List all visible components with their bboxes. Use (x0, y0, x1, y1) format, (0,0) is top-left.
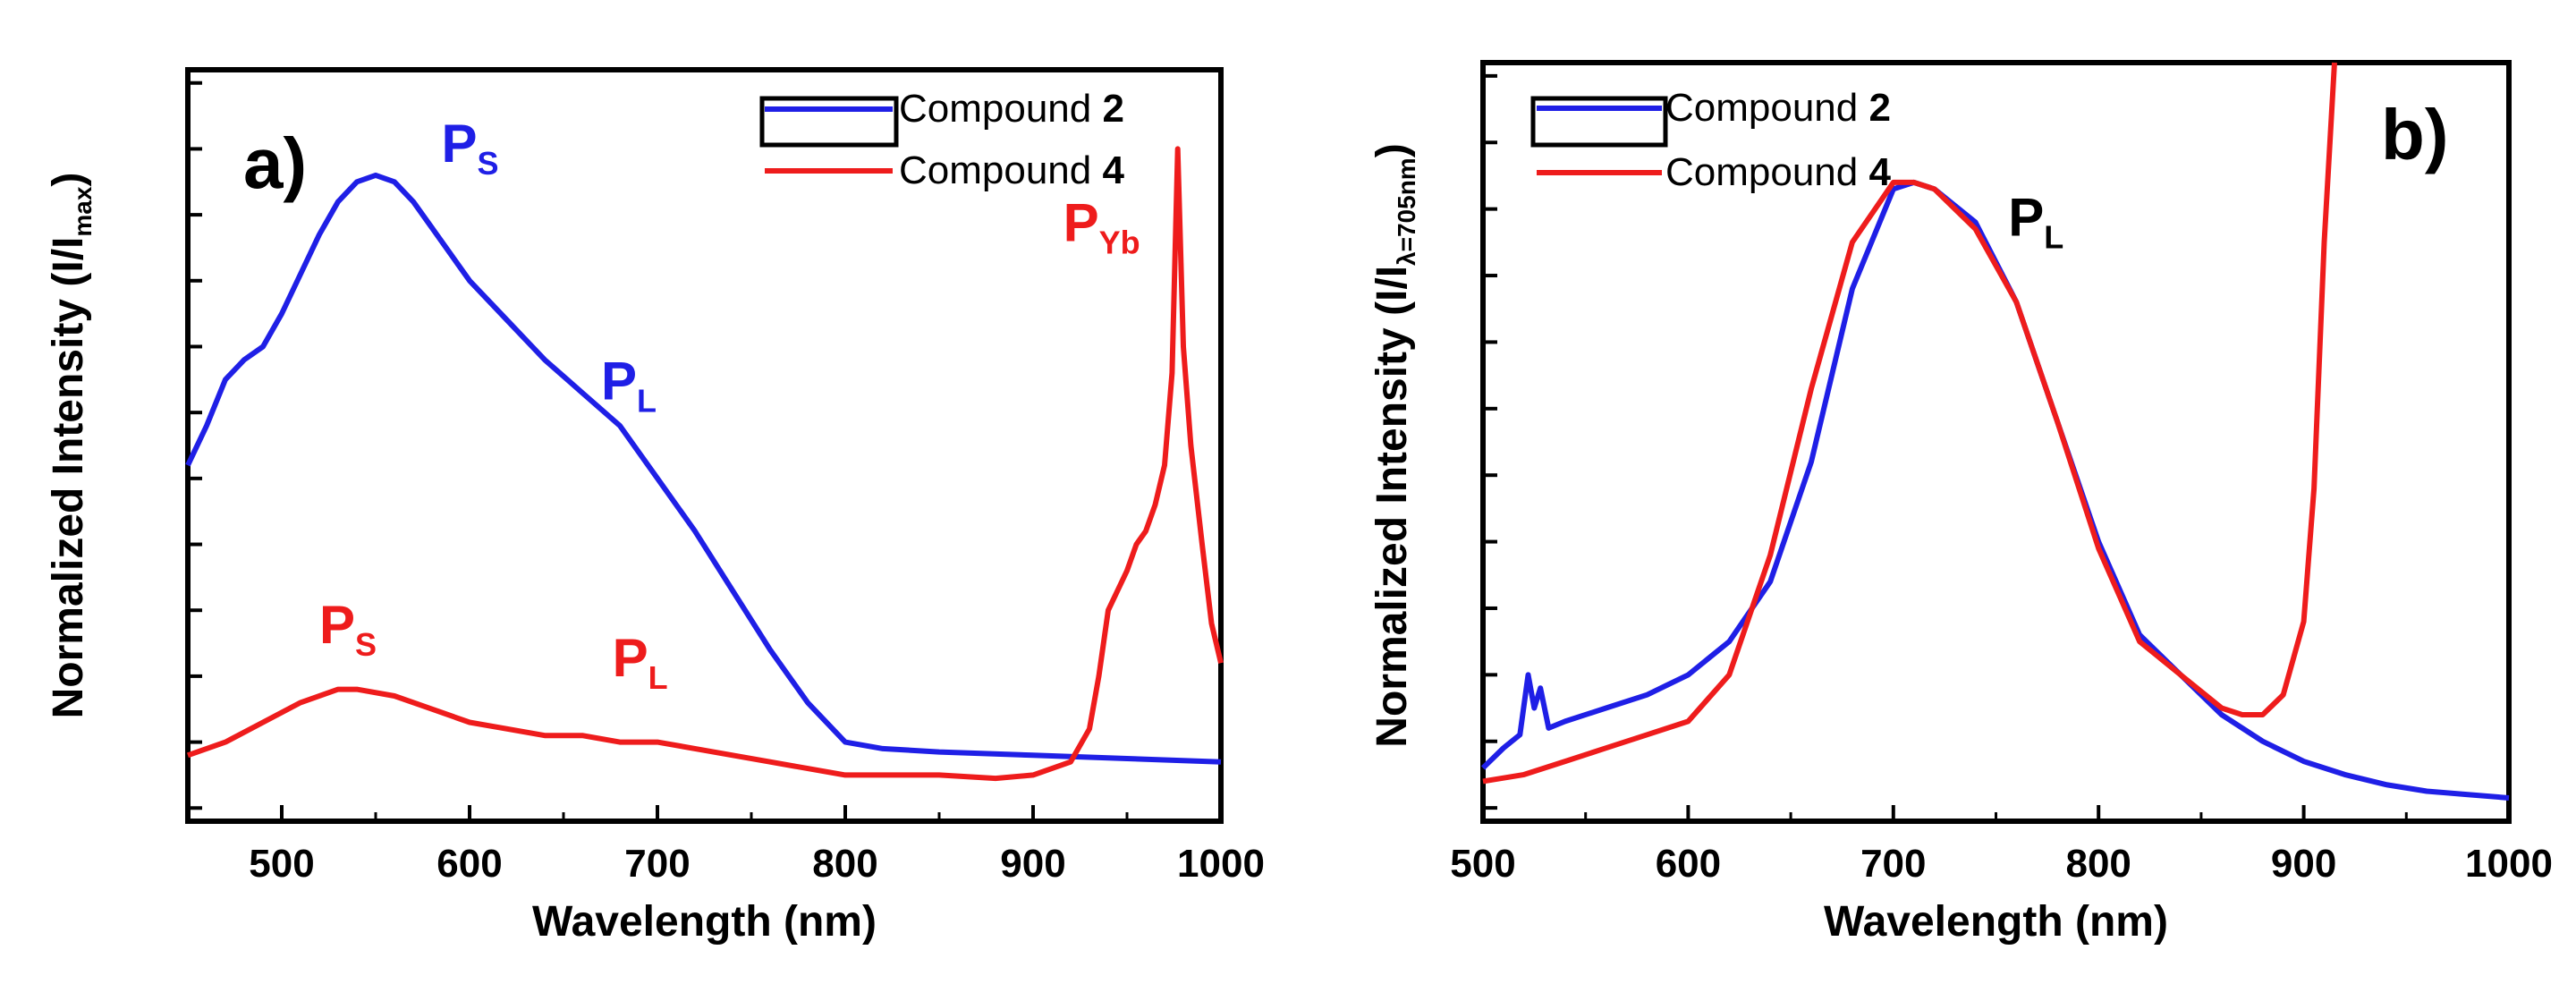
plot-frame (1480, 60, 2512, 824)
annotation-pl-black-sub: L (2044, 218, 2063, 255)
annotation-pl-blue-sub: L (637, 382, 657, 419)
x-tick-label: 600 (1656, 842, 1721, 886)
legend-swatch-box (759, 96, 899, 148)
annotation-pl-blue: PL (601, 351, 657, 419)
annotation-pyb-red-sub: Yb (1099, 225, 1140, 261)
legend-label-word: Compound (899, 87, 1102, 131)
panel-label: b) (2381, 95, 2449, 174)
series-line-compound-4 (1482, 62, 2337, 785)
y-axis-title-main: Normalized Intensity (I/I (1368, 266, 1416, 748)
x-tick-label: 500 (1450, 842, 1515, 886)
x-tick-label: 900 (2271, 842, 2336, 886)
x-axis-title: Wavelength (nm) (532, 898, 877, 946)
legend-label-number: 2 (1868, 86, 1890, 130)
annotation-ps-blue: PS (442, 114, 499, 182)
legend-label-number: 2 (1102, 87, 1123, 131)
x-axis-title: Wavelength (nm) (1824, 898, 2168, 946)
chart-panel-b: 500 600 700 800 900 1000 Wavelength (nm) Normal… (1368, 60, 2553, 946)
legend-label-number: 4 (1868, 150, 1891, 194)
x-tick-label: 800 (2065, 842, 2131, 886)
x-tick-label: 1000 (1177, 842, 1265, 886)
legend-label-word: Compound (1665, 150, 1868, 194)
y-axis-title-end: ) (45, 173, 92, 187)
annotation-pl-red: PL (613, 628, 668, 696)
legend-label-compound-4: Compound 4 (1665, 150, 1891, 194)
annotation-ps-red-sub: S (355, 626, 377, 663)
annotation-pl-blue-main: P (601, 351, 637, 411)
annotation-ps-red-main: P (319, 595, 355, 655)
annotation-pl-black: PL (2008, 187, 2063, 255)
chart-panel-a: 500 600 700 800 900 1000 Wavelength (nm) Normal… (45, 67, 1265, 946)
annotation-pl-red-sub: L (648, 659, 668, 696)
y-axis-title-sub: max (69, 186, 97, 236)
series-line-compound-2 (185, 172, 1222, 765)
legend-label-compound-2: Compound 2 (1665, 86, 1891, 130)
y-axis-title-sub: λ=705nm (1393, 157, 1420, 266)
annotation-pyb-red: PYb (1063, 193, 1140, 261)
x-tick-label: 700 (1860, 842, 1926, 886)
legend-label-compound-4: Compound 4 (899, 148, 1124, 192)
y-axis-title: Normalized Intensity (I/Iλ=705nm) (1368, 143, 1420, 747)
x-tick-label: 1000 (2465, 842, 2553, 886)
x-tick-label: 500 (249, 842, 314, 886)
annotation-pl-black-main: P (2008, 187, 2044, 247)
y-axis-title-main: Normalized Intensity (I/I (45, 237, 92, 719)
x-tick-label: 800 (812, 842, 877, 886)
annotation-ps-red: PS (319, 595, 377, 663)
annotation-pyb-red-main: P (1063, 193, 1099, 253)
x-tick-label: 600 (436, 842, 502, 886)
y-axis-title-end: ) (1368, 143, 1416, 157)
panel-label: a) (243, 123, 307, 203)
annotation-pl-red-main: P (613, 628, 648, 688)
series-line-compound-4 (187, 146, 1224, 782)
legend-label-word: Compound (899, 148, 1102, 192)
x-tick-label: 900 (1000, 842, 1065, 886)
annotation-ps-blue-sub: S (478, 145, 499, 182)
legend-label-number: 4 (1102, 148, 1124, 192)
annotation-ps-blue-main: P (442, 114, 478, 174)
plot-frame (185, 67, 1224, 824)
x-tick-label: 700 (624, 842, 690, 886)
legend-label-word: Compound (1665, 86, 1868, 130)
y-axis-title: Normalized Intensity (I/Imax) (45, 173, 97, 719)
legend-label-compound-2: Compound 2 (899, 87, 1124, 131)
series-line-compound-2 (1480, 179, 2510, 801)
legend-swatch-box (1530, 96, 1668, 148)
